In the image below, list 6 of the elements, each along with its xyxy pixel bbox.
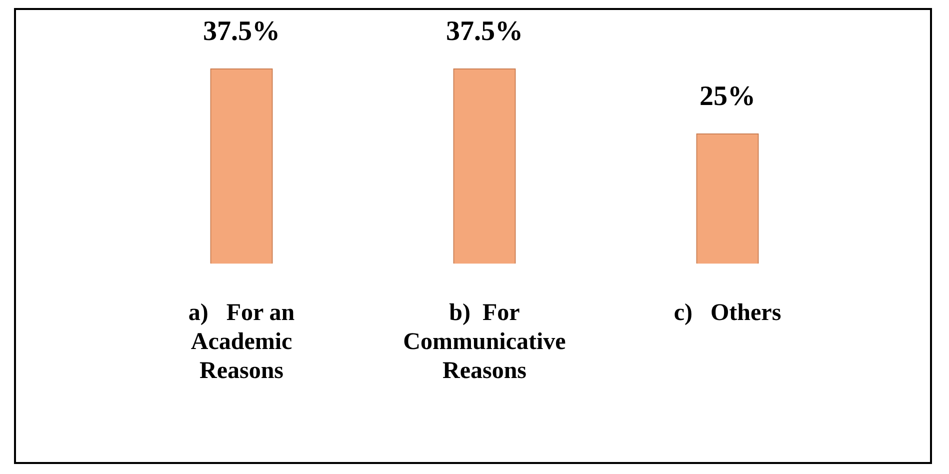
x-tick-label: c) Others <box>674 300 782 326</box>
x-tick-label: b) For Communicative Reasons <box>403 300 566 384</box>
data-label: 37.5% <box>446 16 523 47</box>
data-label: 25% <box>700 80 756 112</box>
x-tick-label: a) For an Academic Reasons <box>188 300 295 384</box>
data-label: 37.5% <box>203 16 280 47</box>
